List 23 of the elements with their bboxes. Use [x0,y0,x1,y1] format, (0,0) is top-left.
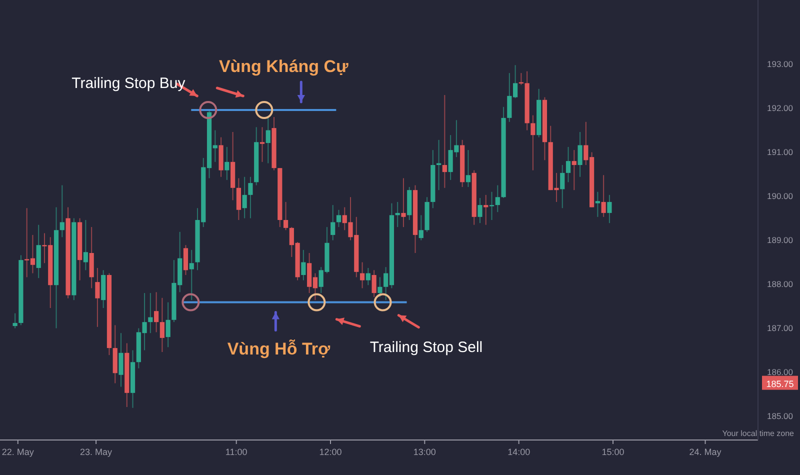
y-tick-label: 188.00 [767,278,794,289]
x-tick-label: 13:00 [413,447,436,457]
y-tick-label: 185.00 [767,410,794,421]
annotation: Trailing Stop Sell [370,339,483,356]
y-tick-label: 190.00 [767,190,794,201]
annotation: Your local time zone [722,429,795,438]
x-tick-label: 22. May [2,447,34,457]
text: Vùng Hỗ Trợ [227,339,332,358]
x-tick-label: 15:00 [602,447,624,457]
y-tick-label: 191.00 [767,146,794,157]
text: 185.75 [766,378,794,389]
series-label: Vùng Kháng Cự [218,57,350,76]
y-tick-label: 193.00 [767,58,794,69]
x-tick-label: 14:00 [508,447,530,457]
x-tick-label: 11:00 [225,447,248,457]
y-tick-label: 187.00 [767,322,794,333]
x-tick-label: 23. May [80,447,113,457]
x-tick-label: 24. May [689,447,722,457]
annotation: Trailing Stop Buy [72,75,186,92]
y-tick-label: 192.00 [767,102,794,113]
x-tick-label: 12:00 [319,447,342,457]
y-tick-label: 189.00 [767,234,794,245]
y-tick-label: 186.00 [767,366,794,377]
